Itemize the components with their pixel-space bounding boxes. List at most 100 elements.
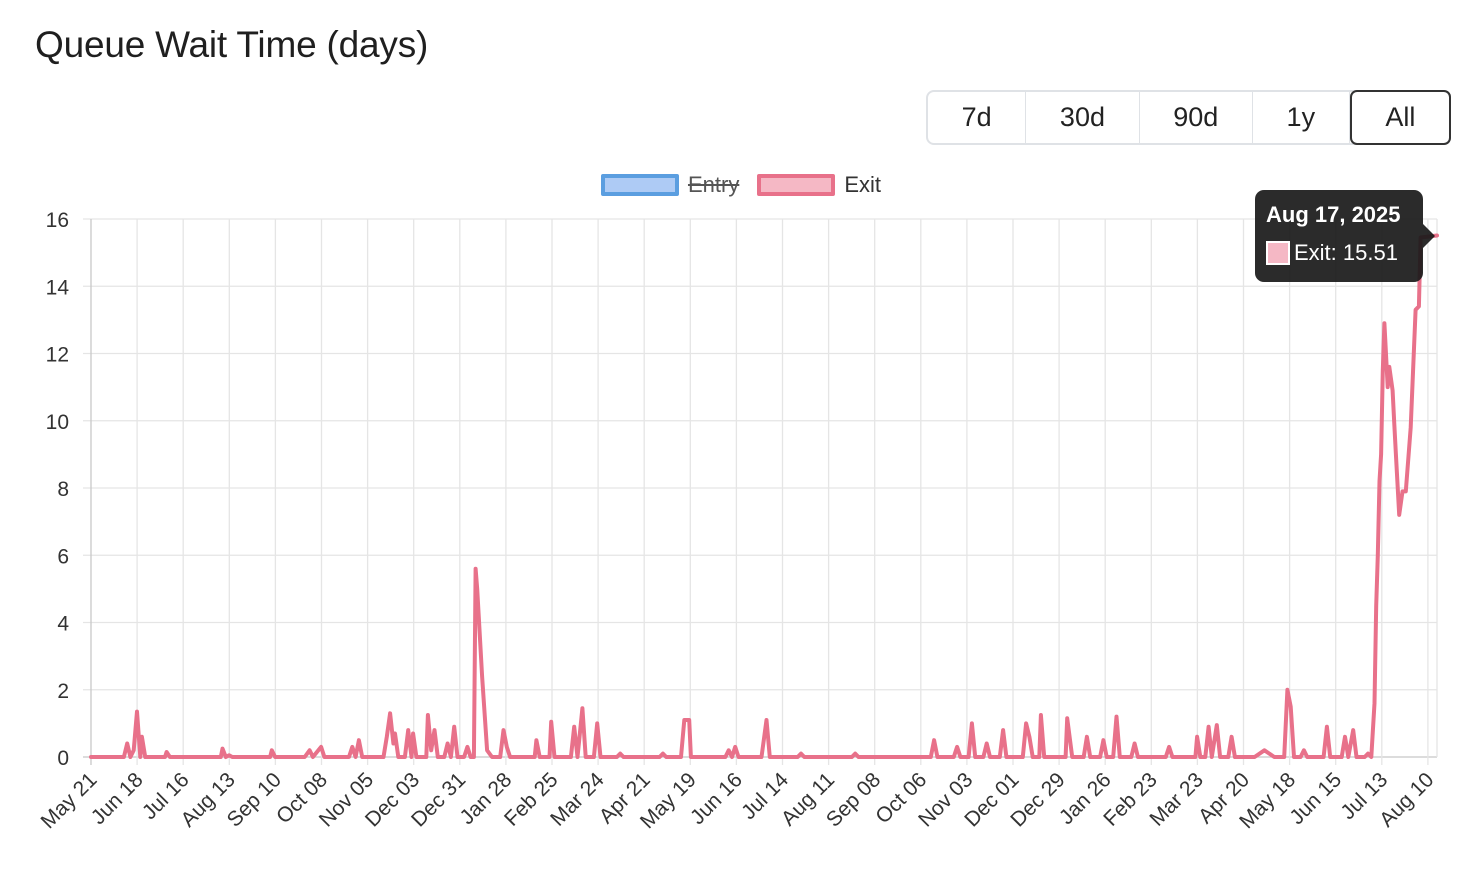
data-point: [1285, 688, 1289, 692]
tooltip-row: Exit: 15.51: [1266, 240, 1412, 266]
data-point: [1379, 452, 1383, 456]
data-point: [474, 567, 478, 571]
data-point: [967, 755, 971, 759]
data-point: [1064, 755, 1068, 759]
x-tick-label: Mar 24: [546, 768, 609, 831]
range-selector: 7d 30d 90d 1y All: [926, 90, 1451, 145]
data-point: [970, 721, 974, 726]
data-point: [436, 755, 440, 759]
range-30d-button[interactable]: 30d: [1026, 92, 1140, 143]
tooltip-title: Aug 17, 2025: [1266, 202, 1401, 227]
legend-item-exit[interactable]: Exit: [757, 172, 881, 198]
data-point: [1381, 368, 1385, 372]
data-point: [615, 755, 619, 759]
data-point: [1198, 755, 1202, 759]
data-point: [508, 755, 512, 759]
data-point: [1363, 755, 1367, 759]
data-point: [396, 755, 400, 759]
data-point: [1262, 748, 1266, 752]
data-point: [347, 755, 351, 759]
data-point: [998, 755, 1002, 759]
data-point: [414, 755, 418, 759]
legend-swatch-entry: [600, 174, 679, 196]
data-point: [1210, 755, 1214, 759]
data-point: [1289, 705, 1293, 709]
data-point: [1374, 604, 1378, 608]
data-point: [1004, 755, 1009, 759]
data-point: [547, 755, 552, 759]
data-point: [658, 755, 662, 759]
data-point: [143, 755, 147, 759]
data-point: [1114, 715, 1119, 719]
data-point: [1024, 721, 1028, 726]
data-point: [429, 748, 433, 752]
range-all-button[interactable]: All: [1349, 90, 1451, 145]
range-90d-button[interactable]: 90d: [1140, 92, 1253, 143]
data-point: [1082, 755, 1086, 759]
data-point: [988, 755, 992, 759]
legend-item-entry[interactable]: Entry: [600, 172, 740, 198]
data-point: [270, 748, 274, 752]
data-point: [138, 755, 142, 759]
data-point: [1085, 735, 1089, 739]
data-point: [391, 741, 395, 746]
data-point: [533, 755, 537, 759]
data-point: [1027, 735, 1031, 739]
data-point: [796, 755, 800, 759]
data-point: [621, 755, 626, 759]
data-point: [1282, 755, 1286, 759]
data-point: [575, 755, 580, 759]
y-tick-label: 2: [57, 680, 69, 703]
data-point: [1322, 755, 1326, 759]
range-1y-button[interactable]: 1y: [1253, 92, 1350, 143]
data-point: [973, 755, 977, 759]
x-tick-label: Jun 16: [686, 768, 747, 829]
data-point: [1065, 716, 1069, 720]
data-point: [1118, 755, 1122, 759]
data-point: [932, 738, 936, 742]
data-point: [1340, 755, 1344, 759]
data-point: [1215, 723, 1219, 727]
range-7d-button[interactable]: 7d: [928, 92, 1027, 143]
data-point: [1226, 755, 1230, 759]
data-point: [462, 755, 466, 759]
data-point: [132, 748, 136, 752]
data-point: [850, 755, 854, 759]
data-point: [595, 721, 599, 726]
data-point: [572, 725, 576, 729]
data-point: [469, 755, 473, 759]
data-point: [799, 752, 803, 756]
data-point: [1376, 553, 1380, 557]
data-point: [1039, 713, 1043, 717]
data-point: [1207, 725, 1211, 729]
data-point: [357, 738, 361, 742]
data-point: [406, 728, 410, 732]
data-point: [552, 755, 557, 759]
y-tick-label: 16: [46, 209, 69, 232]
chart-grid: [83, 218, 1438, 765]
y-tick-label: 10: [46, 411, 69, 434]
data-point: [935, 755, 940, 759]
data-point: [1101, 738, 1105, 742]
data-point: [759, 755, 764, 759]
data-point: [1272, 755, 1276, 759]
data-point: [411, 731, 415, 736]
data-point: [687, 718, 691, 722]
data-point: [360, 755, 364, 759]
data-point: [618, 752, 622, 756]
tooltip-label: Exit: 15.51: [1294, 240, 1398, 265]
data-point: [1164, 755, 1168, 759]
data-point: [319, 745, 323, 749]
data-point: [598, 755, 603, 759]
data-point: [224, 755, 228, 759]
data-point: [452, 725, 456, 729]
data-point: [1392, 422, 1396, 426]
data-point: [449, 755, 453, 759]
data-point: [1305, 755, 1309, 759]
data-point: [219, 755, 223, 759]
data-point: [1386, 385, 1390, 389]
data-point: [549, 720, 553, 724]
data-point: [455, 755, 460, 759]
legend-label-entry: Entry: [687, 172, 740, 197]
